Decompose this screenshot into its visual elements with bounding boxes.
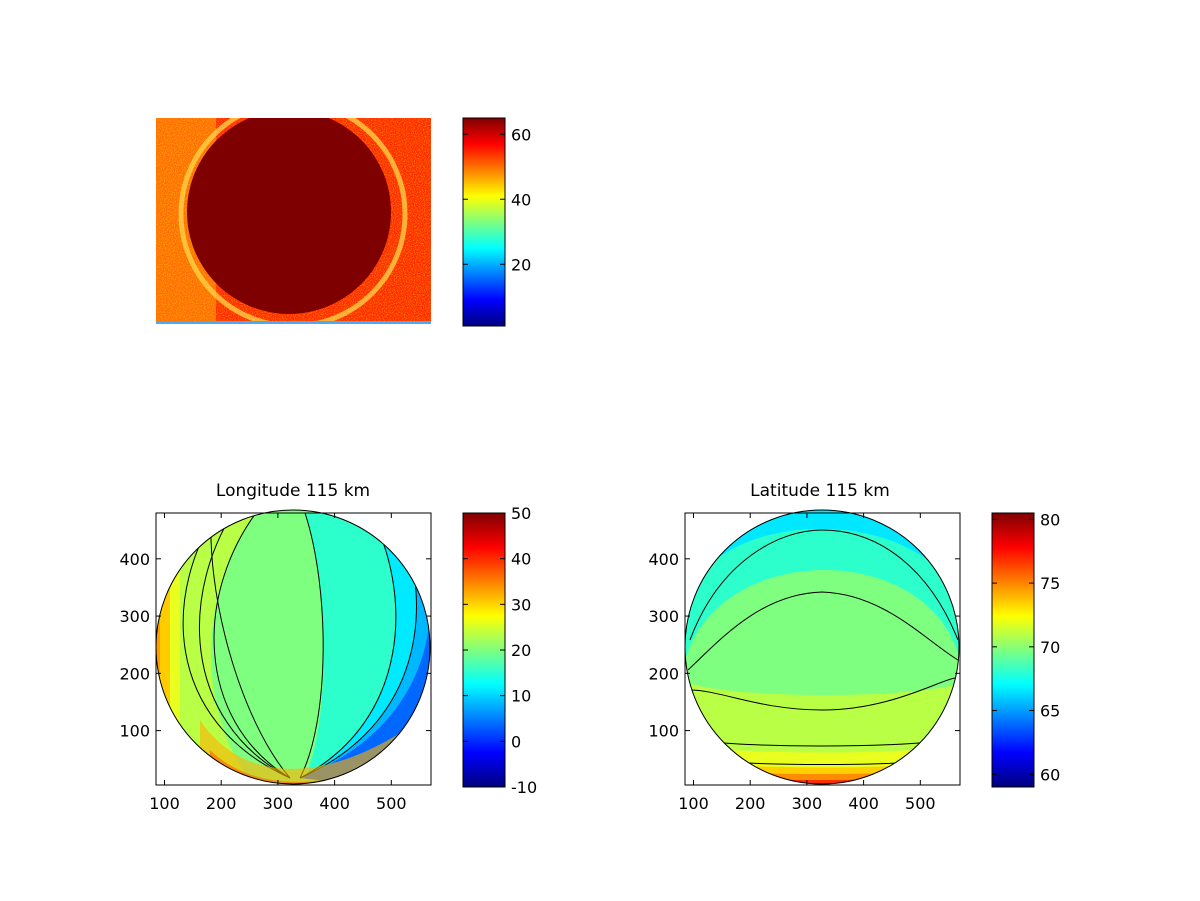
x-tick-label: 200 — [735, 794, 766, 813]
colorbar-tick-label: 80 — [1040, 510, 1060, 529]
latitude-axis-ticks: 100 200 300 400 500 100 200 300 400 — [648, 513, 960, 813]
y-tick-label: 200 — [648, 664, 679, 683]
latitude-panel: Latitude 115 km 100 200 300 400 500 100 200 300… — [648, 481, 1060, 813]
x-tick-label: 100 — [678, 794, 709, 813]
image-disk — [187, 118, 391, 314]
colorbar-tick-label: 40 — [511, 550, 531, 569]
image-bottom-strip — [156, 321, 431, 324]
x-tick-label: 500 — [905, 794, 936, 813]
colorbar-1 — [462, 117, 506, 327]
colorbar-tick-label: 20 — [511, 255, 531, 274]
x-tick-label: 300 — [792, 794, 823, 813]
y-tick-label: 400 — [648, 550, 679, 569]
y-tick-label: 100 — [648, 722, 679, 741]
image-halo-ring — [178, 118, 408, 324]
colorbar-3 — [991, 512, 1035, 788]
x-tick-label: 100 — [149, 794, 180, 813]
y-tick-label: 300 — [119, 607, 150, 626]
colorbar-2-ticks: -10 0 10 20 30 40 50 — [463, 504, 537, 797]
y-tick-label: 200 — [119, 664, 150, 683]
colorbar-tick-label: 65 — [1040, 702, 1060, 721]
colorbar-tick-label: 75 — [1040, 574, 1060, 593]
colorbar-1-ticks: 20 40 60 — [463, 125, 531, 274]
colorbar-tick-label: -10 — [511, 778, 537, 797]
colorbar-tick-label: 50 — [511, 504, 531, 523]
colorbar-3-ticks: 60 65 70 75 80 — [992, 510, 1060, 784]
colorbar-tick-label: 30 — [511, 595, 531, 614]
longitude-title: Longitude 115 km — [216, 481, 370, 501]
colorbar-tick-label: 60 — [1040, 765, 1060, 784]
x-tick-label: 200 — [206, 794, 237, 813]
colorbar-tick-label: 60 — [511, 125, 531, 144]
colorbar-tick-label: 10 — [511, 687, 531, 706]
colorbar-tick-label: 20 — [511, 641, 531, 660]
image-panel: 20 40 60 — [156, 117, 531, 327]
longitude-axis-ticks: 100 200 300 400 500 100 200 300 400 — [119, 513, 431, 813]
longitude-panel: Longitude 115 km 100 200 3 — [119, 481, 537, 813]
latitude-title: Latitude 115 km — [750, 481, 890, 501]
y-tick-label: 100 — [119, 722, 150, 741]
x-tick-label: 400 — [319, 794, 350, 813]
colorbar-tick-label: 40 — [511, 190, 531, 209]
x-tick-label: 300 — [263, 794, 294, 813]
latitude-axes-frame — [684, 512, 961, 786]
colorbar-2 — [462, 512, 506, 788]
y-tick-label: 300 — [648, 607, 679, 626]
y-tick-label: 400 — [119, 550, 150, 569]
x-tick-label: 400 — [848, 794, 879, 813]
colorbar-tick-label: 70 — [1040, 638, 1060, 657]
colorbar-tick-label: 0 — [511, 732, 521, 751]
x-tick-label: 500 — [376, 794, 407, 813]
longitude-axes-frame — [155, 512, 432, 786]
